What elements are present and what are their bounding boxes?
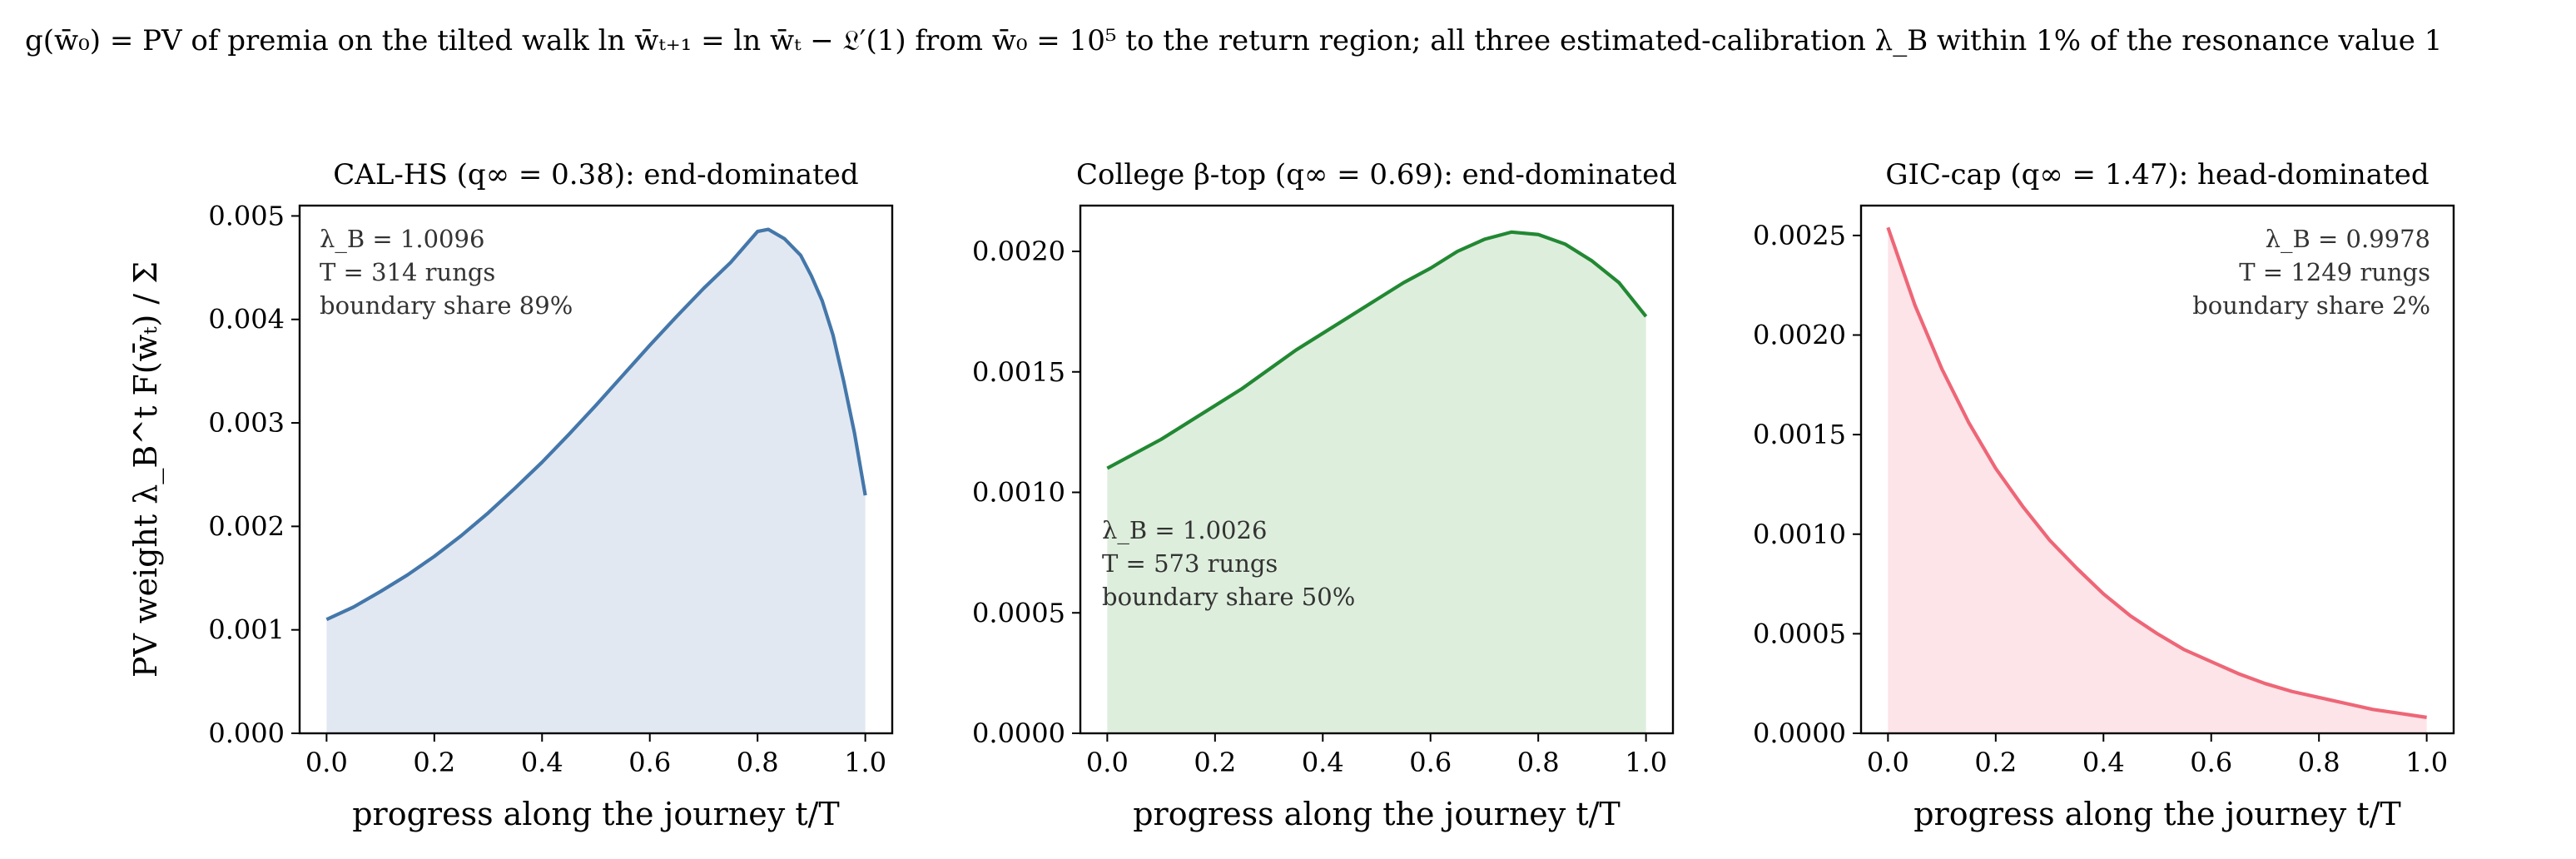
series-area — [1107, 231, 1646, 734]
y-tick-label: 0.005 — [208, 200, 285, 231]
x-tick-label: 0.0 — [305, 747, 348, 778]
x-axis-label: progress along the journey t/T — [1913, 796, 2401, 832]
x-axis-label: progress along the journey t/T — [352, 796, 840, 832]
x-tick-label: 0.0 — [1086, 747, 1129, 778]
series-area — [1888, 227, 2427, 733]
x-tick-label: 0.6 — [1409, 747, 1452, 778]
y-tick-label: 0.002 — [208, 510, 285, 542]
annotation-line: T = 573 rungs — [1102, 549, 1278, 578]
x-tick-label: 0.6 — [628, 747, 671, 778]
y-tick-label: 0.0000 — [1753, 717, 1846, 749]
y-tick-label: 0.0015 — [1753, 419, 1846, 450]
x-tick-label: 0.2 — [1194, 747, 1236, 778]
y-tick-label: 0.0025 — [1753, 220, 1846, 251]
y-tick-label: 0.000 — [208, 717, 285, 749]
y-tick-label: 0.003 — [208, 407, 285, 439]
y-tick-label: 0.0010 — [972, 477, 1065, 509]
x-tick-label: 0.4 — [2082, 747, 2125, 778]
x-tick-label: 1.0 — [844, 747, 886, 778]
chart-title: GIC-cap (q∞ = 1.47): head-dominated — [1885, 158, 2429, 191]
y-tick-label: 0.0010 — [1753, 519, 1846, 550]
axes-frame — [298, 204, 894, 735]
series-line — [1106, 230, 1648, 470]
y-tick-label: 0.004 — [208, 304, 285, 335]
x-tick-label: 0.6 — [2190, 747, 2232, 778]
x-tick-label: 0.2 — [1974, 747, 2017, 778]
annotation-line: boundary share 50% — [1102, 583, 1355, 611]
axes-frame — [1079, 204, 1675, 735]
y-tick-label: 0.0000 — [972, 717, 1065, 749]
x-tick-label: 0.8 — [1517, 747, 1560, 778]
chart-panel-3: 0.0 0.2 0.4 0.6 0.8 1.0 0.0000 0.0005 0.0010 0.00… — [1753, 158, 2455, 832]
chart-title: CAL-HS (q∞ = 0.38): end-dominated — [333, 158, 858, 191]
x-axis-label: progress along the journey t/T — [1133, 796, 1621, 832]
x-tick-label: 0.4 — [1302, 747, 1344, 778]
annotation-line: λ_B = 1.0026 — [1102, 516, 1267, 545]
panels: 0.0 0.2 0.4 0.6 0.8 1.0 0.000 0.001 0.002 0.003 0.… — [127, 158, 2455, 832]
chart-panel-1: 0.0 0.2 0.4 0.6 0.8 1.0 0.000 0.001 0.002 0.003 0.… — [127, 158, 894, 832]
figure-suptitle: g(w̄₀) = PV of premia on the tilted walk… — [25, 24, 2442, 57]
x-tick-label: 0.8 — [2298, 747, 2340, 778]
y-tick-label: 0.001 — [208, 614, 285, 646]
y-tick-label: 0.0005 — [972, 597, 1065, 628]
annotation-line: boundary share 2% — [2192, 291, 2430, 320]
y-tick-label: 0.0020 — [972, 236, 1065, 267]
series-area — [326, 229, 866, 733]
x-tick-label: 1.0 — [1625, 747, 1667, 778]
chart-title: College β-top (q∞ = 0.69): end-dominated — [1076, 158, 1677, 191]
x-tick-label: 0.0 — [1867, 747, 1909, 778]
y-tick-label: 0.0005 — [1753, 618, 1846, 649]
x-tick-label: 1.0 — [2405, 747, 2448, 778]
y-tick-label: 0.0020 — [1753, 320, 1846, 351]
annotation-line: λ_B = 1.0096 — [320, 225, 484, 254]
y-tick-label: 0.0015 — [972, 356, 1065, 388]
x-tick-label: 0.4 — [521, 747, 563, 778]
chart-panel-2: 0.0 0.2 0.4 0.6 0.8 1.0 0.0000 0.0005 0.0010 0.00… — [972, 158, 1677, 832]
annotation-line: T = 314 rungs — [320, 258, 495, 286]
x-tick-label: 0.8 — [737, 747, 779, 778]
x-tick-label: 0.2 — [413, 747, 455, 778]
axes-frame — [1859, 204, 2455, 735]
y-axis-label: PV weight λ_B^t F(w̄ₜ) / Σ — [127, 261, 165, 678]
annotation-line: T = 1249 rungs — [2239, 258, 2430, 286]
annotation-line: boundary share 89% — [320, 291, 573, 320]
series-line — [1886, 226, 2427, 719]
annotation-line: λ_B = 0.9978 — [2266, 225, 2430, 254]
series-line — [325, 227, 867, 622]
